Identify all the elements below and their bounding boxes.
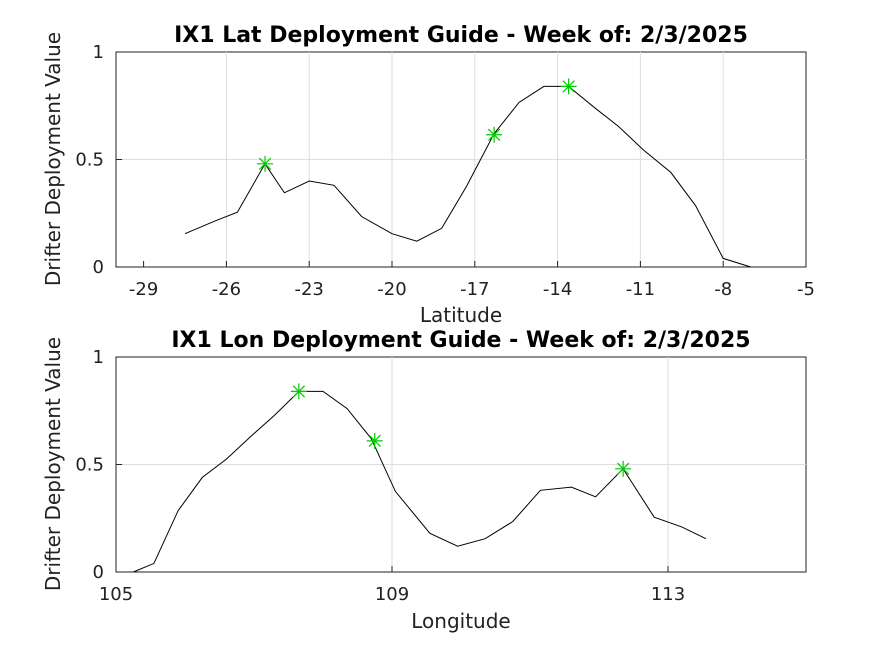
lon-x-tick-label: 113 <box>651 584 685 605</box>
lat-x-tick-label: -23 <box>294 279 323 300</box>
lat-x-axis-label: Latitude <box>420 303 502 327</box>
lat-x-tick-label: -20 <box>377 279 406 300</box>
lat-marker <box>486 126 503 143</box>
lon-y-tick-label: 0.5 <box>75 455 104 476</box>
lat-marker <box>257 155 274 172</box>
lat-ticks: -29 -26 -23 -20 -17 -14 -11 -8 -5 0 0.5 1 <box>75 42 815 300</box>
lon-y-tick-label: 0 <box>93 562 104 583</box>
lat-x-tick-label: -29 <box>129 279 158 300</box>
lat-y-tick-label: 0 <box>93 257 104 278</box>
lon-grid <box>116 357 806 572</box>
lat-y-tick-label: 1 <box>93 42 104 63</box>
lon-series <box>133 390 707 573</box>
lon-markers <box>290 383 632 477</box>
lon-marker <box>366 432 383 449</box>
lat-markers <box>257 78 577 172</box>
lon-x-tick-label: 105 <box>99 584 133 605</box>
lon-ticks: 105 109 113 0 0.5 1 <box>75 347 685 605</box>
lon-marker <box>615 460 632 477</box>
lat-series-line <box>184 85 751 268</box>
lon-y-axis-label: Drifter Deployment Value <box>41 337 65 591</box>
lon-y-tick-label: 1 <box>93 347 104 368</box>
lat-grid <box>116 52 806 267</box>
lon-marker <box>290 383 307 400</box>
lat-y-tick-label: 0.5 <box>75 150 104 171</box>
lon-chart-title: IX1 Lon Deployment Guide - Week of: 2/3/… <box>171 328 750 353</box>
lat-x-tick-label: -5 <box>797 279 815 300</box>
lat-x-tick-label: -8 <box>714 279 732 300</box>
lat-x-tick-label: -26 <box>212 279 241 300</box>
lon-x-axis-label: Longitude <box>411 609 510 633</box>
lat-x-tick-label: -17 <box>460 279 489 300</box>
lon-chart: 105 109 113 0 0.5 1 IX1 Lon Deployment Guide … <box>75 328 807 633</box>
lon-x-tick-label: 109 <box>375 584 409 605</box>
lat-series <box>184 85 751 268</box>
lat-x-tick-label: -14 <box>543 279 572 300</box>
lat-chart-title: IX1 Lat Deployment Guide - Week of: 2/3/… <box>174 23 748 48</box>
lon-series-line <box>133 390 707 573</box>
lat-y-axis-label: Drifter Deployment Value <box>41 32 65 286</box>
lat-chart: -29 -26 -23 -20 -17 -14 -11 -8 -5 0 0.5 1 IX1 Lat D… <box>75 23 815 327</box>
lat-marker <box>560 78 577 95</box>
lat-x-tick-label: -11 <box>626 279 655 300</box>
